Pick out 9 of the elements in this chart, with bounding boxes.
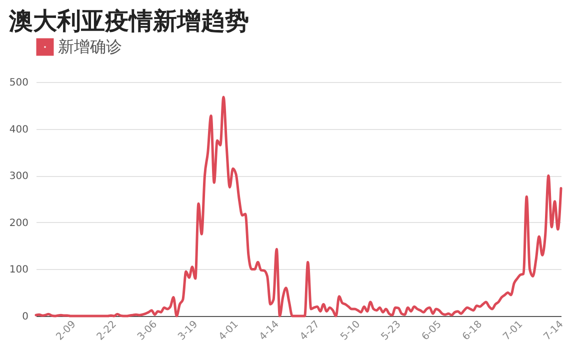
y-tick-label: 0 — [22, 312, 28, 322]
y-tick-label: 300 — [9, 171, 28, 182]
line-series — [34, 96, 562, 318]
y-tick-label: 400 — [9, 124, 28, 136]
chart-title: 澳大利亚疫情新增趋势 — [8, 7, 249, 35]
y-tick-label: 100 — [9, 264, 28, 276]
y-tick-label: 500 — [9, 78, 28, 88]
legend-label: 新增确诊 — [58, 37, 122, 56]
y-tick-label: 200 — [9, 218, 28, 229]
